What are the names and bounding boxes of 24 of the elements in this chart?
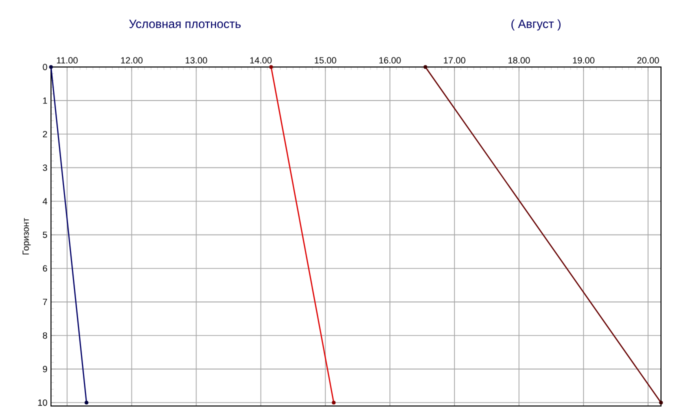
- x-tick-label: 13.00: [186, 57, 208, 64]
- x-tick-label: 20.00: [637, 57, 659, 64]
- x-tick-label: 16.00: [379, 57, 401, 64]
- x-tick-label: 14.00: [250, 57, 272, 64]
- y-tick-label: 8: [42, 332, 48, 339]
- y-axis-title: Горизонт: [22, 218, 31, 254]
- y-tick-label: 1: [43, 97, 48, 104]
- chart-subtitle: ( Август ): [511, 19, 561, 30]
- x-tick-label: 12.00: [121, 57, 143, 64]
- chart-title: Условная плотность: [129, 20, 241, 28]
- y-tick-label: 5: [42, 232, 48, 238]
- x-tick-label: 11.00: [56, 57, 78, 64]
- y-tick-label: 0: [42, 64, 48, 70]
- x-tick-label: 19.00: [573, 57, 594, 64]
- y-tick-label: 10: [38, 399, 48, 406]
- y-tick-label: 3: [42, 164, 48, 171]
- y-tick-label: 9: [42, 366, 48, 372]
- y-tick-label: 6: [42, 265, 48, 272]
- x-tick-label: 15.00: [314, 57, 336, 64]
- y-tick-label: 2: [42, 130, 48, 138]
- x-tick-label: 18.00: [508, 57, 530, 64]
- x-tick-label: 17.00: [444, 57, 466, 64]
- y-tick-label: 7: [42, 298, 48, 306]
- y-tick-label: 4: [42, 198, 48, 204]
